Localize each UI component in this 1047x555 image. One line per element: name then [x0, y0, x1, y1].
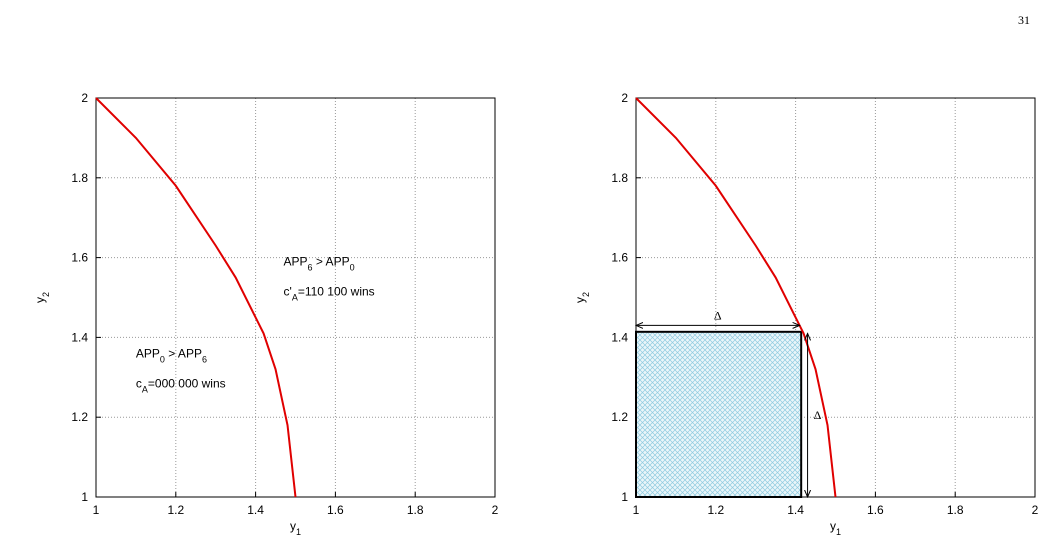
x-tick-label: 2	[1032, 503, 1039, 517]
text-run: > APP	[165, 346, 202, 360]
y-tick-label: 1.8	[71, 171, 88, 185]
subscript: 6	[308, 263, 313, 273]
text-run: y	[290, 519, 296, 533]
x-tick-label: 1.2	[167, 503, 184, 517]
annotation: APP0 > APP6	[136, 346, 207, 364]
annotation: cA=000 000 wins	[136, 376, 226, 394]
subscript: 1	[296, 527, 301, 537]
x-tick-label: 1.4	[247, 503, 264, 517]
subscript: 2	[581, 292, 591, 297]
y-tick-label: 1.2	[71, 410, 88, 424]
x-tick-label: 1.8	[407, 503, 424, 517]
shaded-region	[635, 330, 803, 498]
x-axis-label: y1	[290, 519, 301, 537]
curve	[95, 97, 297, 498]
subscript: A	[292, 293, 298, 303]
annotation: c'A=110 100 wins	[284, 285, 375, 303]
y-tick-label: 1.4	[611, 330, 628, 344]
subscript: 6	[202, 354, 207, 364]
y-tick-label: 1	[81, 490, 88, 504]
text-run: y	[830, 519, 836, 533]
subscript: 0	[160, 354, 165, 364]
y-tick-label: 1.6	[611, 251, 628, 265]
text-run: y	[33, 297, 47, 303]
x-tick-label: 1.6	[327, 503, 344, 517]
y-tick-label: 1	[621, 490, 628, 504]
subscript: 0	[350, 263, 355, 273]
x-axis-label: y1	[830, 519, 841, 537]
text-run: y	[573, 297, 587, 303]
y-tick-label: 2	[621, 91, 628, 105]
x-tick-label: 1	[633, 503, 640, 517]
annotation: APP6 > APP0	[284, 255, 355, 273]
y-tick-label: 1.6	[71, 251, 88, 265]
x-tick-label: 1.4	[787, 503, 804, 517]
x-tick-label: 1	[93, 503, 100, 517]
text-run: APP	[136, 346, 160, 360]
text-run: c'	[284, 285, 292, 299]
dimension-label: Δ	[714, 308, 722, 322]
text-run: =000 000 wins	[148, 376, 226, 390]
page-number: 31	[1018, 13, 1030, 27]
y-axis-label: y2	[33, 292, 51, 303]
y-tick-label: 1.8	[611, 171, 628, 185]
subscript: 1	[836, 527, 841, 537]
y-tick-label: 2	[81, 91, 88, 105]
x-tick-label: 2	[492, 503, 499, 517]
curve	[635, 97, 837, 498]
subscript: A	[142, 384, 148, 394]
text-run: c	[136, 376, 142, 390]
y-axis-label: y2	[573, 292, 591, 303]
text-run: =110 100 wins	[298, 285, 375, 299]
text-run: > APP	[313, 255, 350, 269]
x-tick-label: 1.8	[947, 503, 964, 517]
x-tick-label: 1.2	[707, 503, 724, 517]
dimension-label: Δ	[814, 408, 822, 422]
subscript: 2	[41, 292, 51, 297]
y-tick-label: 1.2	[611, 410, 628, 424]
text-run: APP	[284, 255, 308, 269]
y-tick-label: 1.4	[71, 330, 88, 344]
x-tick-label: 1.6	[867, 503, 884, 517]
